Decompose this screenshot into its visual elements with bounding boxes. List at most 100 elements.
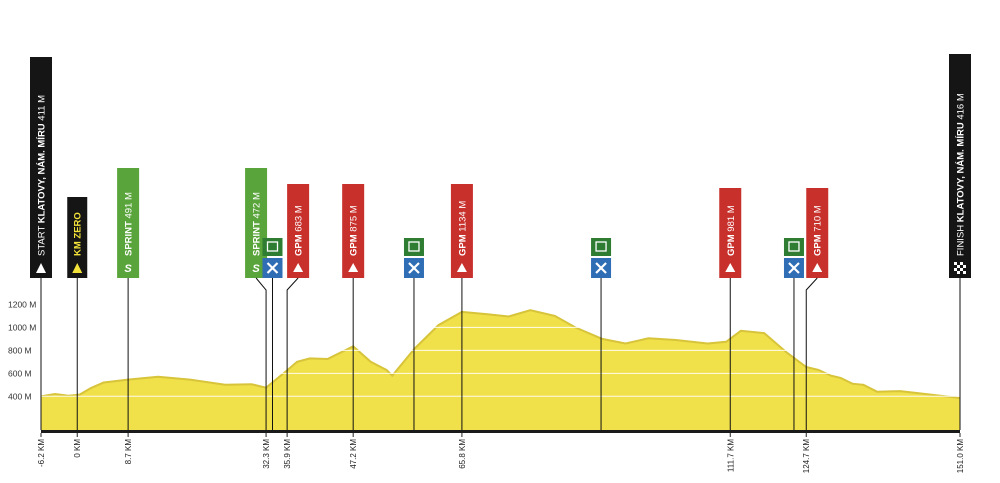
feed-zone-icon xyxy=(788,262,800,274)
mountain-icon xyxy=(293,263,304,272)
marker-label: FINISH KLATOVY, NÁM. MÍRU 416 M xyxy=(956,93,967,256)
marker-kmzero: KM ZERO xyxy=(67,197,88,278)
marker-start: START KLATOVY, NÁM. MÍRU 411 M xyxy=(30,57,52,278)
marker-label-suffix: 1134 M xyxy=(457,201,468,235)
marker-box xyxy=(450,184,473,278)
flag-cell xyxy=(954,271,957,274)
mountain-icon xyxy=(812,263,823,272)
feed-top-box xyxy=(783,238,804,256)
marker-label-suffix: 683 M xyxy=(294,205,305,234)
flag-cell xyxy=(957,265,960,268)
flag-cell xyxy=(960,268,963,271)
x-tick-label: 8.7 KM xyxy=(124,439,133,465)
marker-label: GPM 1134 M xyxy=(457,201,468,256)
marker-label: SPRINT 491 M xyxy=(124,192,135,256)
marker-box xyxy=(342,184,365,278)
marker-finish: FINISH KLATOVY, NÁM. MÍRU 416 M xyxy=(949,54,971,278)
flag-cell xyxy=(957,268,960,271)
ground-line xyxy=(41,430,960,433)
x-tick-label: 151.0 KM xyxy=(956,439,965,474)
marker-label: GPM 875 M xyxy=(349,205,360,256)
marker-label: SPRINT 472 M xyxy=(252,192,263,256)
feed-top-box xyxy=(403,238,424,256)
elevation-fill xyxy=(41,310,960,430)
flag-cell xyxy=(963,262,966,265)
feed-top-box xyxy=(262,238,283,256)
marker-label: START KLATOVY, NÁM. MÍRU 411 M xyxy=(37,95,48,256)
y-axis-labels: 400 M 600 M 800 M 1000 M 1200 M xyxy=(8,299,36,401)
flag-cell xyxy=(954,268,957,271)
mountain-icon xyxy=(456,263,467,272)
bag-icon xyxy=(788,241,800,252)
marker-feed xyxy=(783,238,804,430)
route-markers: START KLATOVY, NÁM. MÍRU 411 M KM ZERO SPR… xyxy=(30,54,971,430)
flag-cell xyxy=(957,271,960,274)
feed-zone-icon xyxy=(266,262,279,274)
flag-cell xyxy=(963,271,966,274)
y-tick-label: 1000 M xyxy=(8,322,36,332)
sprint-icon: S xyxy=(124,263,132,275)
marker-label-suffix: 411 M xyxy=(37,95,48,123)
marker-feed xyxy=(591,238,612,430)
marker-label-bold: SPRINT xyxy=(252,221,263,256)
elevation-area xyxy=(40,303,961,433)
marker-stem xyxy=(255,277,267,430)
marker-label-prefix: START xyxy=(37,223,48,256)
marker-label-suffix: 875 M xyxy=(349,205,360,234)
flag-cell xyxy=(960,271,963,274)
x-tick-label: 124.7 KM xyxy=(802,439,811,474)
marker-label-suffix: 416 M xyxy=(956,93,967,122)
feed-zone-icon xyxy=(595,262,607,274)
marker-gpm: GPM 981 M xyxy=(719,188,742,278)
marker-label: GPM 683 M xyxy=(294,205,305,256)
marker-gpm: GPM 1134 M xyxy=(450,184,473,278)
x-tick-label: -6.2 KM xyxy=(37,439,46,467)
y-tick-label: 400 M xyxy=(8,391,32,401)
elevation-line xyxy=(40,309,961,399)
marker-label-bold: GPM xyxy=(349,234,360,256)
flag-cell xyxy=(957,262,960,265)
y-tick-label: 600 M xyxy=(8,368,32,378)
marker-label: KM ZERO xyxy=(73,212,84,256)
marker-gpm: GPM 710 M xyxy=(806,188,829,278)
marker-label-bold: GPM xyxy=(813,234,824,256)
marker-label-prefix: FINISH xyxy=(956,222,967,256)
x-tick-label: 47.2 KM xyxy=(349,439,358,469)
x-tick-label: 35.9 KM xyxy=(283,439,292,469)
marker-label-bold: GPM xyxy=(294,234,305,256)
marker-label-bold: SPRINT xyxy=(124,221,135,256)
marker-label-suffix: 981 M xyxy=(726,205,737,234)
marker-sprint: SPRINT 472 M S xyxy=(245,168,268,278)
mountain-icon xyxy=(348,263,359,272)
flag-cell xyxy=(954,262,957,265)
flag-cell xyxy=(954,265,957,268)
marker-label-bold: GPM xyxy=(726,234,737,256)
marker-label: GPM 981 M xyxy=(726,205,737,256)
feed-zone-icon xyxy=(408,262,420,274)
x-tick-label: 32.3 KM xyxy=(262,439,271,469)
marker-feed xyxy=(262,238,283,430)
marker-label-bold: KLATOVY, NÁM. MÍRU xyxy=(37,123,48,223)
x-tick-label: 65.8 KM xyxy=(458,439,467,469)
marker-label-suffix: 472 M xyxy=(252,192,263,221)
marker-label-bold: KM ZERO xyxy=(73,212,84,256)
marker-label-suffix: 491 M xyxy=(124,192,135,221)
marker-box xyxy=(949,54,971,278)
bag-icon xyxy=(595,241,607,252)
mountain-icon xyxy=(725,263,736,272)
marker-box xyxy=(806,188,829,278)
bag-icon xyxy=(408,241,420,252)
finish-flag-icon xyxy=(954,262,966,274)
marker-label: GPM 710 M xyxy=(813,205,824,256)
marker-box xyxy=(30,57,52,278)
marker-box xyxy=(287,184,310,278)
x-axis-labels: -6.2 KM 0 KM 8.7 KM 32.3 KM 35.9 KM 47.2 KM 65… xyxy=(37,433,965,473)
marker-sprint: SPRINT 491 M S xyxy=(117,168,140,278)
marker-box xyxy=(117,168,140,278)
marker-box xyxy=(719,188,742,278)
triangle-icon xyxy=(72,263,83,273)
sprint-icon: S xyxy=(252,263,260,275)
marker-label-bold: GPM xyxy=(457,234,468,256)
x-tick-label: 111.7 KM xyxy=(726,439,735,472)
